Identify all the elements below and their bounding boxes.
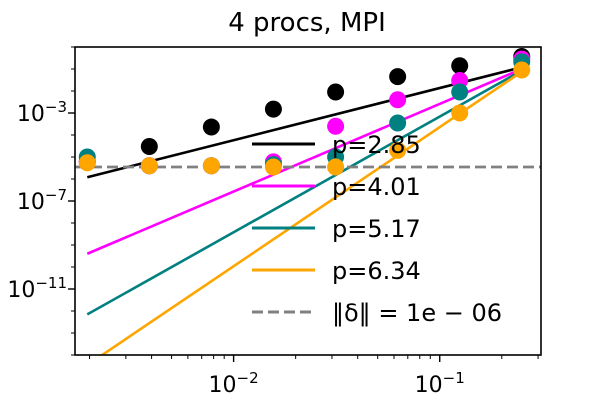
data-point-p=6.34 [451,104,469,122]
plot-area [75,47,541,355]
data-point-p=5.17 [389,114,407,132]
x-tick-label: 10−2 [209,369,259,398]
legend-label-p=6.34: p=6.34 [332,257,421,285]
data-point-p=6.34 [327,158,345,176]
legend-label-‖δ‖ = 1e − 06: ‖δ‖ = 1e − 06 [332,299,502,327]
data-point-p=6.34 [78,154,96,172]
data-point-p=2.85 [140,138,158,156]
plot-contents [75,47,541,355]
data-point-p=6.34 [202,157,220,175]
legend-label-p=5.17: p=5.17 [332,215,421,243]
fit-line-p=2.85 [86,65,523,179]
data-point-p=6.34 [264,158,282,176]
y-tick-label: 10−11 [7,274,67,303]
data-point-p=6.34 [389,141,407,159]
legend: p=2.85 p=4.01 p=5.17 p=6.34 ‖δ‖ = 1e − 06 [252,131,502,327]
y-tick-label: 10−7 [17,186,67,215]
data-point-p=6.34 [513,61,531,79]
fit-line-p=5.17 [86,69,523,316]
x-tick-label: 10−1 [415,369,465,398]
legend-label-p=4.01: p=4.01 [332,173,421,201]
fit-line-p=6.34 [99,70,523,355]
chart-title: 4 procs, MPI [228,8,386,38]
data-point-p=6.34 [140,157,158,175]
data-point-p=5.17 [451,83,469,101]
y-tick-label: 10−3 [17,98,67,127]
data-point-p=2.85 [202,118,220,136]
data-point-p=4.01 [389,91,407,109]
axis-ticks: 10−2 10−1 10−3 10−7 10−11 [7,46,539,398]
fit-line-p=4.01 [86,67,523,255]
legend-label-p=2.85: p=2.85 [332,131,421,159]
data-point-p=2.85 [327,83,345,101]
data-point-p=2.85 [451,57,469,75]
data-point-p=2.85 [389,68,407,86]
data-point-p=2.85 [264,100,282,118]
data-point-p=4.01 [327,117,345,135]
